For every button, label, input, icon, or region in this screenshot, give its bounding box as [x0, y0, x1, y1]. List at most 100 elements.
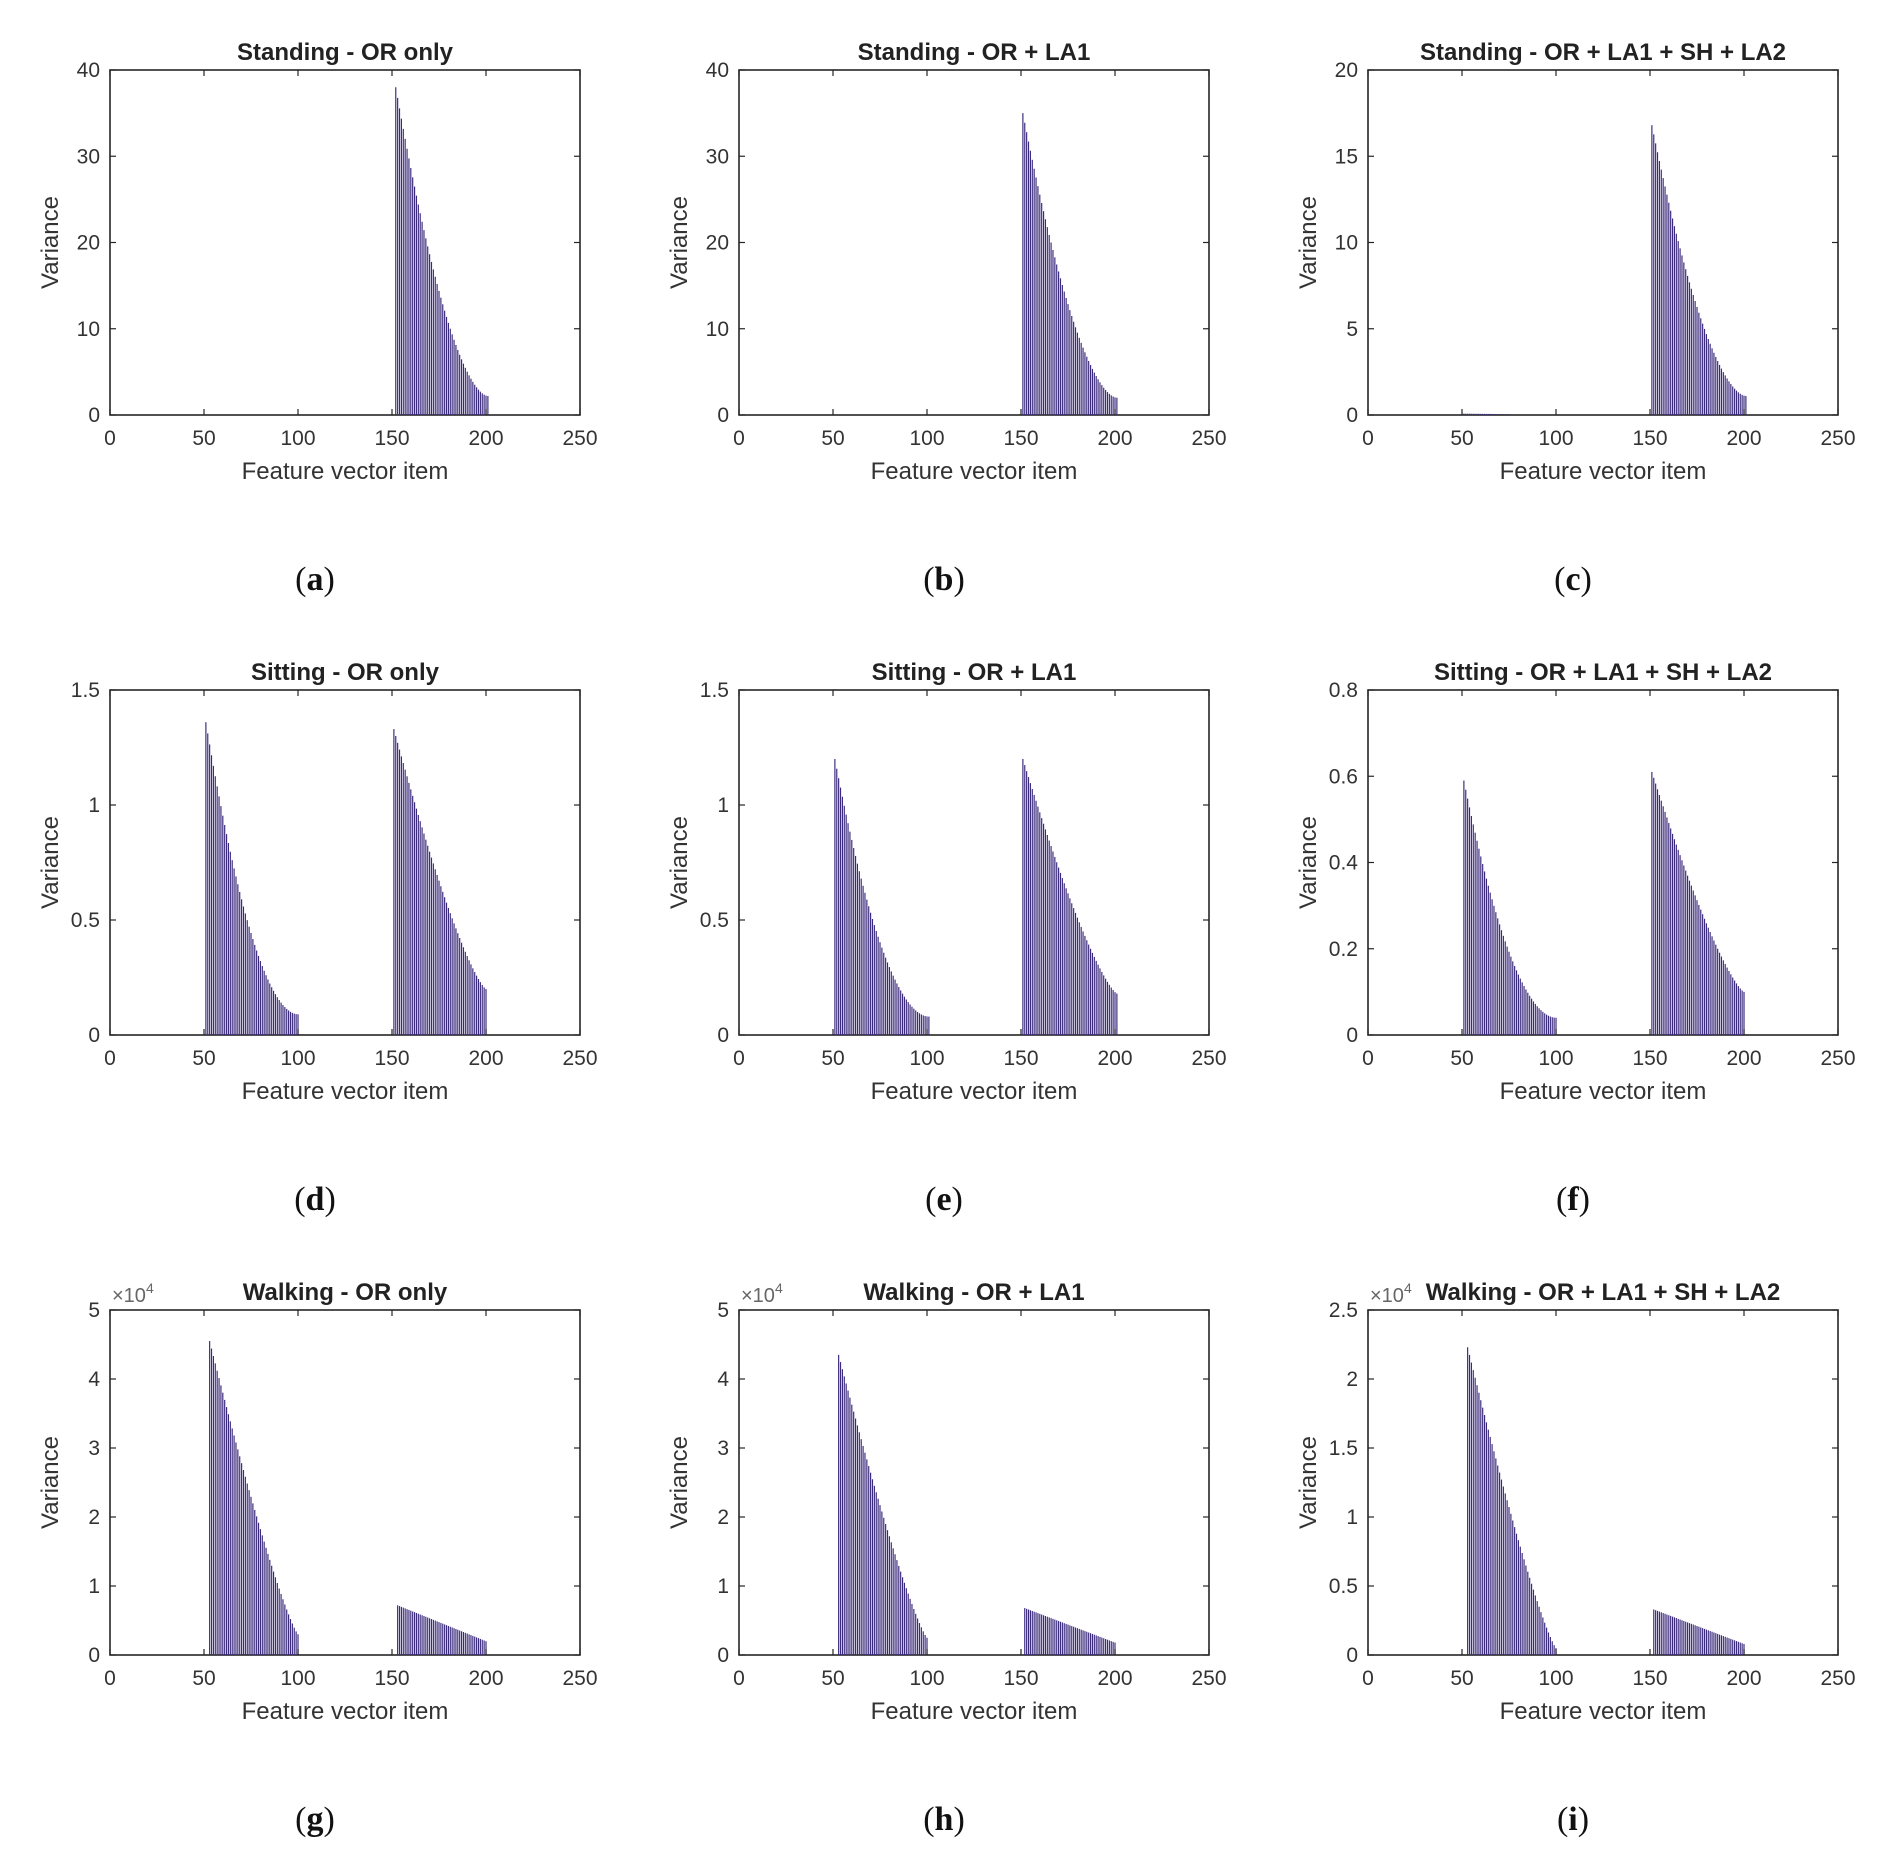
bar — [1696, 1625, 1698, 1655]
bar — [1073, 321, 1075, 415]
bar — [1671, 218, 1674, 415]
bar — [438, 1622, 440, 1655]
bar — [429, 1618, 431, 1655]
bar — [1728, 971, 1730, 1035]
bar — [1476, 840, 1478, 1035]
bar — [1502, 1486, 1504, 1655]
bar — [847, 823, 849, 1035]
bar — [406, 148, 408, 416]
bar — [1673, 1617, 1676, 1655]
bar — [1514, 1527, 1516, 1655]
bar — [860, 878, 862, 1035]
y-tick-label: 40 — [706, 59, 729, 82]
bar — [898, 987, 900, 1035]
bar — [427, 845, 429, 1035]
bar — [1082, 1630, 1084, 1655]
bar — [1041, 202, 1043, 415]
bar — [1679, 1619, 1681, 1655]
bar — [444, 1624, 446, 1655]
bar — [412, 177, 414, 415]
x-tick-label: 50 — [821, 427, 844, 450]
x-tick-label: 200 — [468, 1667, 503, 1690]
bar — [1547, 1015, 1550, 1035]
y-tick-label: 4 — [717, 1368, 729, 1391]
y-tick-label: 1 — [88, 794, 100, 817]
bar — [460, 359, 463, 415]
bar — [871, 919, 874, 1035]
bar — [1086, 1631, 1088, 1655]
bar — [474, 384, 476, 415]
y-exponent-label: ×104 — [112, 1280, 154, 1307]
bar — [1529, 995, 1531, 1035]
bar — [1065, 888, 1067, 1035]
bar — [1493, 905, 1495, 1035]
bar — [284, 1007, 286, 1035]
x-tick-label: 100 — [280, 1667, 315, 1690]
bar — [901, 993, 904, 1035]
bar — [1037, 186, 1039, 415]
bar — [838, 1354, 840, 1655]
bar — [1078, 1628, 1080, 1655]
bar — [293, 1627, 295, 1655]
bar — [1656, 789, 1659, 1035]
bar — [442, 1623, 444, 1655]
bar — [1069, 898, 1071, 1035]
bar — [1470, 816, 1472, 1035]
bar — [1097, 964, 1099, 1035]
bar — [866, 1459, 868, 1655]
bar — [1664, 186, 1666, 415]
plot-area — [109, 69, 581, 416]
bar — [873, 1485, 875, 1655]
bar — [1735, 1641, 1738, 1655]
bar — [1514, 965, 1516, 1035]
bar — [1063, 1623, 1065, 1655]
bar — [434, 1620, 436, 1655]
bar — [410, 789, 412, 1035]
bar — [1071, 1626, 1073, 1655]
bar — [1074, 1627, 1077, 1655]
bar — [485, 395, 487, 415]
bar — [1540, 1010, 1542, 1035]
bar — [1660, 1612, 1662, 1655]
bar — [1026, 771, 1028, 1035]
bar — [903, 1582, 906, 1655]
bar — [1658, 1611, 1660, 1655]
bar — [280, 1593, 282, 1655]
bar — [1467, 798, 1469, 1035]
bar — [239, 1456, 241, 1655]
bar — [295, 1631, 297, 1655]
bar — [877, 936, 879, 1035]
bar — [847, 1390, 849, 1655]
y-exponent-label: ×104 — [1370, 1280, 1412, 1307]
bar — [1538, 1606, 1540, 1655]
x-tick-label: 0 — [104, 1047, 116, 1070]
bar — [406, 1609, 408, 1655]
bar — [419, 821, 421, 1035]
bar — [911, 1006, 913, 1035]
bar — [1702, 914, 1704, 1035]
bar — [1061, 878, 1063, 1035]
x-axis-label: Feature vector item — [1500, 1078, 1707, 1105]
bar — [843, 805, 845, 1035]
bar — [460, 1631, 463, 1655]
bar — [1080, 342, 1082, 415]
bar — [868, 1466, 870, 1655]
bar — [1097, 1636, 1099, 1655]
bar — [858, 871, 860, 1035]
y-tick-label: 0 — [717, 1024, 729, 1047]
bar — [429, 851, 431, 1035]
bar — [1707, 927, 1709, 1035]
bar — [1512, 1520, 1514, 1655]
bar — [462, 947, 465, 1035]
bar — [1713, 352, 1715, 415]
bar — [462, 363, 465, 415]
bar — [207, 733, 209, 1035]
bar — [1687, 875, 1689, 1035]
bar — [1493, 413, 1495, 415]
bar — [297, 1634, 299, 1655]
bar — [1732, 386, 1734, 415]
bar — [886, 1530, 889, 1655]
bar — [1542, 1617, 1544, 1655]
bar — [1114, 1642, 1116, 1655]
bar — [1668, 822, 1670, 1035]
